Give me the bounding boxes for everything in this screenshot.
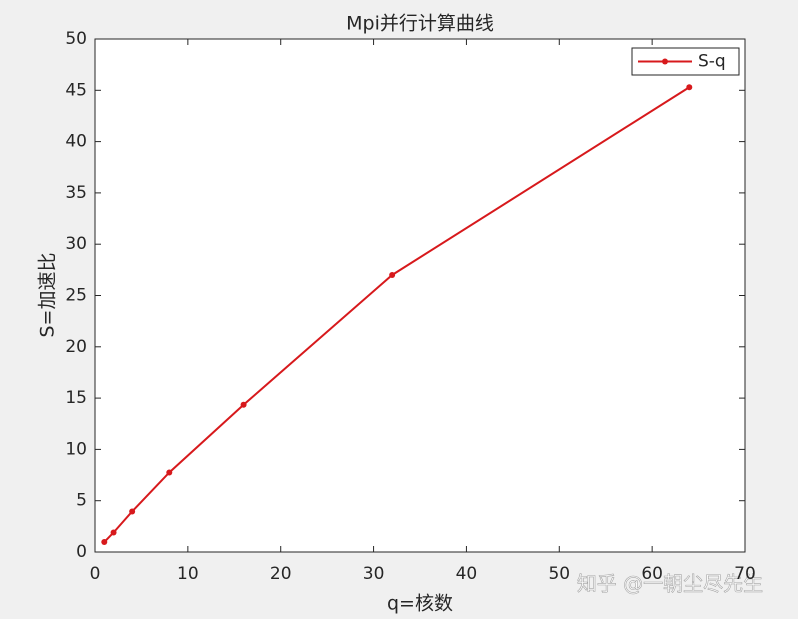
data-point xyxy=(166,469,173,476)
x-tick-label: 10 xyxy=(177,564,199,584)
y-tick-label: 45 xyxy=(65,80,87,100)
legend: S-q xyxy=(631,47,740,76)
plot-area xyxy=(94,38,746,553)
y-tick-label: 20 xyxy=(65,337,87,357)
legend-label: S-q xyxy=(698,52,726,72)
chart-title: Mpi并行计算曲线 xyxy=(346,13,494,35)
y-tick-label: 15 xyxy=(65,388,87,408)
data-point xyxy=(101,539,108,546)
data-point xyxy=(240,401,247,408)
y-tick-label: 50 xyxy=(65,29,87,49)
x-tick-label: 50 xyxy=(548,564,570,584)
y-tick-label: 5 xyxy=(76,491,87,511)
data-point xyxy=(686,84,693,91)
data-point xyxy=(129,508,136,515)
y-axis-label: S=加速比 xyxy=(37,253,59,338)
x-tick-label: 20 xyxy=(270,564,292,584)
y-tick-label: 35 xyxy=(65,183,87,203)
y-tick-label: 0 xyxy=(76,542,87,562)
watermark: 知乎 @一朝尘尽先生 xyxy=(577,572,763,596)
y-tick-label: 25 xyxy=(65,286,87,306)
x-tick-label: 30 xyxy=(363,564,385,584)
data-point xyxy=(389,271,396,278)
legend-marker xyxy=(662,58,668,65)
y-tick-label: 40 xyxy=(65,132,87,152)
data-point xyxy=(110,529,117,536)
y-tick-label: 10 xyxy=(65,439,87,459)
x-tick-label: 60 xyxy=(641,564,663,584)
y-tick-label: 30 xyxy=(65,234,87,254)
x-axis-label: q=核数 xyxy=(387,593,453,615)
x-tick-label: 40 xyxy=(456,564,478,584)
x-tick-label: 0 xyxy=(90,564,101,584)
x-tick-label: 70 xyxy=(734,564,756,584)
